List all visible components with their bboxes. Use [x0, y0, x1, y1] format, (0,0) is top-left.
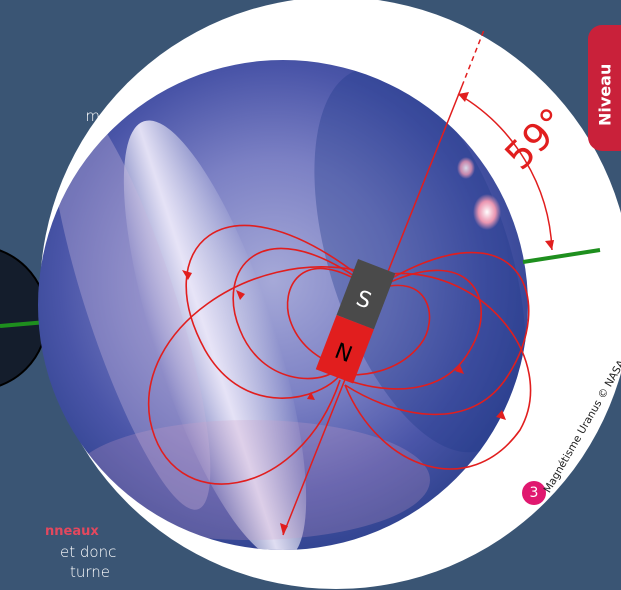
body-fragment-1: et donc: [60, 543, 117, 561]
rotation-axis-line: [522, 248, 601, 264]
section-heading-fragment: nneaux: [45, 524, 99, 539]
level-side-tab[interactable]: [588, 25, 621, 151]
angle-arc: [457, 93, 553, 251]
field-arrows: [182, 270, 506, 420]
figure-number-badge: 3: [522, 481, 546, 505]
bar-magnet: S N: [315, 259, 396, 384]
magnetic-field-lines: [147, 224, 532, 485]
uranus-planet: [38, 60, 528, 550]
magnet-south-pole: [336, 259, 396, 330]
angle-arrow-bottom: [545, 240, 554, 250]
magnetic-axis-extension: [461, 29, 485, 87]
axis-arrowhead: [280, 523, 288, 535]
angle-arrow-top: [458, 92, 469, 102]
body-fragment-2: turne: [70, 563, 111, 581]
magnet-north-pole: [315, 315, 374, 384]
level-tab-label: Niveau: [595, 63, 615, 127]
